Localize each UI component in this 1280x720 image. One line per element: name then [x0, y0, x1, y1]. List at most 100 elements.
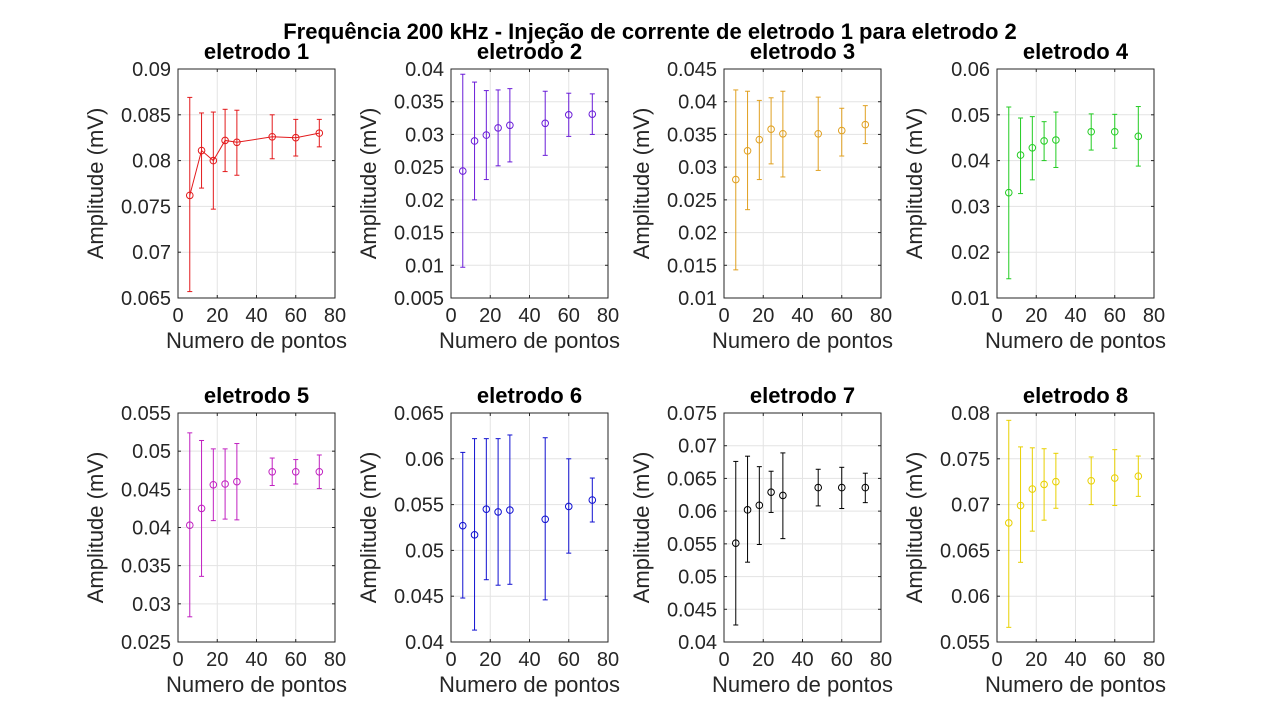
x-tick-label: 0 — [445, 305, 456, 327]
y-tick-label: 0.01 — [405, 255, 444, 277]
x-tick-label: 40 — [518, 649, 540, 671]
x-tick-label: 20 — [1025, 305, 1047, 327]
x-tick-label: 80 — [870, 649, 892, 671]
x-tick-label: 60 — [1104, 649, 1126, 671]
data-point — [743, 146, 752, 155]
error-bar — [199, 439, 205, 577]
y-tick-label: 0.06 — [678, 501, 717, 523]
y-axis-label: Amplitude (mV) — [83, 452, 108, 604]
data-point — [1052, 477, 1060, 486]
error-bar — [745, 455, 751, 563]
y-tick-label: 0.09 — [132, 59, 171, 81]
y-axis-label: Amplitude (mV) — [356, 108, 381, 260]
x-tick-label: 60 — [285, 305, 307, 327]
x-tick-label: 0 — [991, 649, 1002, 671]
y-tick-label: 0.01 — [951, 288, 990, 310]
data-point — [564, 502, 573, 511]
y-tick-label: 0.03 — [951, 196, 990, 218]
y-tick-label: 0.055 — [667, 534, 717, 556]
y-tick-label: 0.05 — [678, 567, 717, 589]
data-point — [1134, 472, 1143, 481]
error-bar — [1029, 116, 1035, 181]
data-point — [291, 133, 300, 142]
subplot-title: eletrodo 6 — [477, 383, 582, 408]
error-bar — [293, 118, 299, 157]
x-tick-label: 80 — [597, 649, 619, 671]
error-bar — [1029, 447, 1035, 532]
data-point — [779, 491, 787, 500]
subplot-eletrodo-1: 0 20 40 60 80 0.065 0.07 0.075 0.08 0.085 0.09 elet… — [83, 39, 347, 353]
data-point — [861, 483, 870, 492]
error-bar — [472, 438, 478, 631]
x-axis-label: Numero de pontos — [712, 672, 893, 697]
error-bar — [187, 432, 193, 618]
error-bar — [1018, 446, 1024, 563]
data-point — [779, 129, 787, 138]
data-point — [221, 480, 229, 488]
error-bar — [460, 451, 466, 599]
data-point — [731, 175, 740, 184]
data-point — [470, 531, 479, 539]
error-bar — [269, 457, 275, 487]
x-tick-label: 20 — [1025, 649, 1047, 671]
y-tick-label: 0.065 — [121, 288, 171, 310]
y-tick-label: 0.065 — [394, 403, 444, 425]
x-tick-label: 40 — [245, 649, 267, 671]
error-bar — [1053, 452, 1059, 509]
error-bar — [1018, 117, 1024, 195]
error-bar — [780, 90, 786, 178]
y-tick-label: 0.02 — [951, 242, 990, 264]
error-bar — [768, 97, 774, 165]
data-point — [1110, 127, 1119, 136]
data-point — [221, 136, 229, 145]
y-tick-label: 0.03 — [132, 594, 171, 616]
data-point — [494, 124, 502, 132]
y-tick-label: 0.015 — [394, 223, 444, 245]
data-point — [1016, 501, 1025, 510]
error-bar — [1135, 106, 1141, 167]
error-bar — [815, 468, 821, 507]
data-point — [233, 138, 241, 147]
x-axis-label: Numero de pontos — [166, 328, 347, 353]
x-tick-label: 80 — [1143, 649, 1165, 671]
error-bar — [756, 466, 762, 546]
data-point — [291, 467, 300, 476]
x-tick-label: 40 — [1064, 649, 1086, 671]
data-point — [209, 480, 218, 489]
x-tick-label: 20 — [206, 649, 228, 671]
x-tick-label: 20 — [479, 305, 501, 327]
error-bar — [745, 90, 751, 211]
data-point — [268, 132, 277, 141]
x-axis-label: Numero de pontos — [985, 328, 1166, 353]
x-tick-label: 40 — [1064, 305, 1086, 327]
y-axis-label: Amplitude (mV) — [629, 452, 654, 604]
x-tick-label: 40 — [245, 305, 267, 327]
data-point — [1134, 132, 1143, 141]
y-tick-label: 0.08 — [132, 151, 171, 173]
data-point — [767, 488, 775, 496]
y-tick-label: 0.035 — [121, 556, 171, 578]
y-tick-label: 0.055 — [394, 495, 444, 517]
data-point — [837, 126, 846, 135]
y-tick-label: 0.04 — [132, 518, 171, 540]
data-point — [1040, 480, 1048, 489]
y-tick-label: 0.04 — [678, 632, 717, 654]
y-axis-label: Amplitude (mV) — [629, 108, 654, 260]
y-tick-label: 0.06 — [951, 586, 990, 608]
error-bar — [862, 105, 868, 145]
subplot-eletrodo-8: 0 20 40 60 80 0.055 0.06 0.065 0.07 0.075 0.08 elet… — [902, 383, 1166, 697]
data-point — [588, 496, 597, 504]
error-bar — [1135, 455, 1141, 497]
error-bar — [472, 81, 478, 201]
data-point — [482, 131, 491, 139]
y-tick-label: 0.04 — [405, 59, 444, 81]
error-bar — [542, 90, 548, 156]
x-axis-label: Numero de pontos — [712, 328, 893, 353]
subplot-eletrodo-5: 0 20 40 60 80 0.025 0.03 0.035 0.04 0.045 0.05 0.05… — [83, 383, 347, 697]
y-tick-label: 0.075 — [667, 403, 717, 425]
data-point — [1028, 485, 1037, 493]
data-point — [1052, 136, 1060, 144]
error-bar — [269, 114, 275, 160]
y-tick-label: 0.055 — [940, 632, 990, 654]
data-point — [470, 137, 479, 145]
